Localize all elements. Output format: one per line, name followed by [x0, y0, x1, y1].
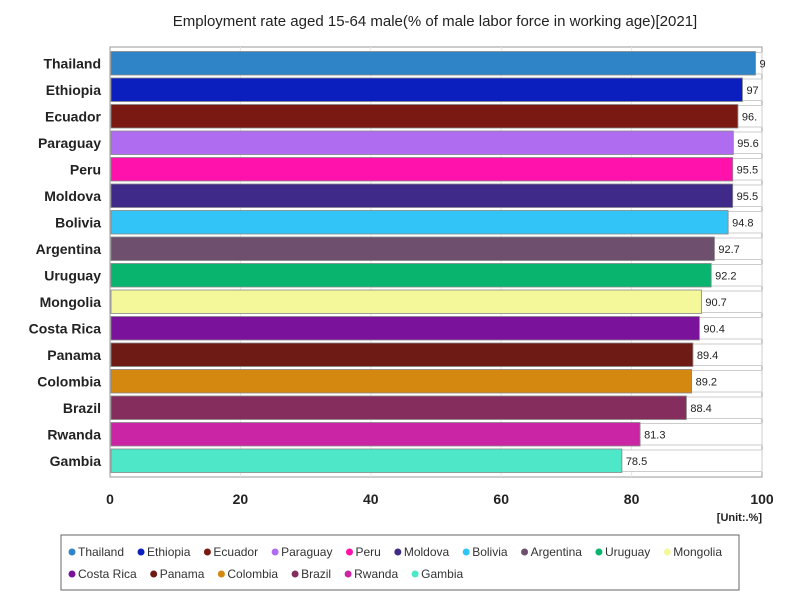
bar-thailand [110, 51, 756, 76]
value-label: 95.5 [737, 164, 758, 176]
bar-moldova [110, 183, 734, 208]
legend-entry: Rwanda [354, 567, 398, 581]
legend-entry: Gambia [421, 567, 463, 581]
value-label: 9 [759, 58, 765, 70]
bar-paraguay [110, 130, 734, 155]
category-label: Thailand [43, 55, 101, 71]
legend-marker [345, 548, 353, 556]
legend-marker [344, 570, 352, 578]
value-label: 90.7 [705, 297, 726, 309]
legend-entry: Bolivia [472, 545, 508, 559]
category-label: Gambia [50, 453, 102, 469]
bars [110, 51, 763, 473]
bar-brazil [110, 395, 687, 420]
legend-entry: Panama [160, 567, 205, 581]
legend-entry: Thailand [78, 545, 124, 559]
legend-marker [68, 570, 76, 578]
bar-panama [110, 342, 694, 367]
bar-mongolia [110, 289, 702, 314]
bar-gambia [110, 448, 623, 473]
value-label: 81.3 [644, 429, 665, 441]
value-label: 95.6 [737, 138, 758, 150]
bar-rwanda [110, 422, 641, 447]
legend-entry: Ethiopia [147, 545, 191, 559]
legend-marker [217, 570, 225, 578]
legend-entry: Paraguay [281, 545, 332, 559]
legend-entry: Moldova [404, 545, 450, 559]
category-label: Costa Rica [29, 320, 102, 336]
legend-box [60, 534, 740, 591]
legend-marker [137, 548, 145, 556]
legend: Thailand Ethiopia Ecuador Paraguay Peru Moldo… [68, 545, 722, 581]
legend-marker [595, 548, 603, 556]
legend-marker [462, 548, 470, 556]
category-label: Argentina [36, 241, 102, 257]
x-tick-label: 0 [106, 491, 114, 507]
x-tick-label: 60 [493, 491, 509, 507]
legend-entry: Costa Rica [78, 567, 137, 581]
value-label: 90.4 [703, 323, 724, 335]
value-label: 97 [746, 85, 758, 97]
category-label: Rwanda [47, 426, 101, 442]
value-label: 78.5 [626, 456, 647, 468]
legend-entry: Peru [355, 545, 380, 559]
x-tick-label: 20 [233, 491, 249, 507]
value-labels: 9 97 96. 95.6 95.5 95.5 94.8 92.7 92.2 90.7 90.4 89… [626, 58, 766, 468]
x-axis-ticks: 0 20 40 60 80 100 [106, 491, 774, 507]
category-label: Ethiopia [46, 82, 101, 98]
legend-entry: Mongolia [673, 545, 722, 559]
value-label: 95.5 [737, 191, 758, 203]
legend-marker [150, 570, 158, 578]
legend-marker [394, 548, 402, 556]
category-label: Colombia [37, 373, 101, 389]
unit-label: [Unit:.%] [717, 512, 763, 524]
category-label: Ecuador [45, 108, 102, 124]
category-labels: Thailand Ethiopia Ecuador Paraguay Peru Moldo… [29, 55, 102, 469]
bar-ecuador [110, 104, 739, 129]
value-label: 89.4 [697, 350, 718, 362]
bar-argentina [110, 236, 715, 261]
x-tick-label: 100 [750, 491, 774, 507]
category-label: Paraguay [38, 135, 101, 151]
bar-peru [110, 157, 734, 182]
category-label: Bolivia [55, 214, 101, 230]
legend-entry: Colombia [227, 567, 278, 581]
legend-marker [68, 548, 76, 556]
value-label: 94.8 [732, 217, 753, 229]
bar-costa-rica [110, 316, 700, 341]
legend-entry: Brazil [301, 567, 331, 581]
category-label: Moldova [44, 188, 101, 204]
category-label: Panama [47, 347, 101, 363]
value-label: 92.7 [718, 244, 739, 256]
legend-entry: Ecuador [213, 545, 258, 559]
chart-title: Employment rate aged 15-64 male(% of mal… [173, 13, 697, 30]
legend-marker [203, 548, 211, 556]
category-label: Mongolia [40, 294, 102, 310]
legend-marker [521, 548, 529, 556]
value-label: 96. [742, 111, 757, 123]
bar-ethiopia [110, 77, 743, 102]
legend-marker [291, 570, 299, 578]
legend-marker [411, 570, 419, 578]
category-label: Peru [70, 161, 101, 177]
bar-colombia [110, 369, 692, 394]
value-label: 92.2 [715, 270, 736, 282]
category-label: Uruguay [44, 267, 101, 283]
legend-marker [663, 548, 671, 556]
category-label: Brazil [63, 400, 101, 416]
x-tick-label: 80 [624, 491, 640, 507]
x-tick-label: 40 [363, 491, 379, 507]
legend-entry: Argentina [531, 545, 583, 559]
legend-marker [271, 548, 279, 556]
bar-bolivia [110, 210, 729, 235]
legend-entry: Uruguay [605, 545, 650, 559]
value-label: 88.4 [690, 403, 711, 415]
value-label: 89.2 [696, 376, 717, 388]
bar-uruguay [110, 263, 712, 288]
